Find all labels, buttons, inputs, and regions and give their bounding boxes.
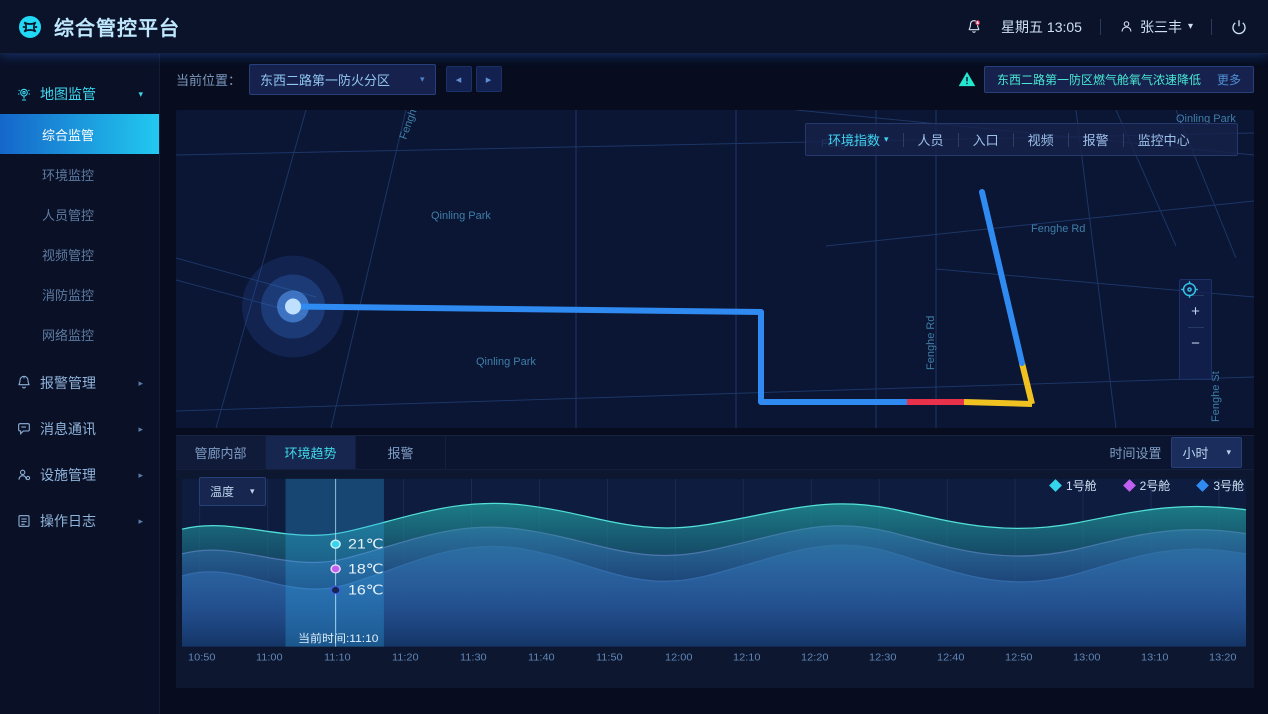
svg-text:11:40: 11:40	[528, 653, 555, 663]
svg-text:Fenghe Rd: Fenghe Rd	[925, 316, 937, 370]
svg-text:12:50: 12:50	[1005, 653, 1033, 663]
svg-text:Fenghe Rd: Fenghe Rd	[1031, 223, 1085, 235]
svg-text:10:50: 10:50	[188, 653, 216, 663]
svg-text:13:20: 13:20	[1209, 653, 1237, 663]
svg-text:当前时间:11:10: 当前时间:11:10	[298, 632, 378, 645]
svg-text:12:20: 12:20	[801, 653, 829, 663]
svg-text:11:50: 11:50	[596, 653, 623, 663]
svg-text:Qinling Park: Qinling Park	[476, 356, 536, 368]
svg-text:21℃: 21℃	[348, 536, 384, 552]
svg-text:12:00: 12:00	[665, 653, 693, 663]
svg-text:16℃: 16℃	[348, 582, 384, 598]
svg-text:12:10: 12:10	[733, 653, 761, 663]
svg-text:11:00: 11:00	[256, 653, 283, 663]
svg-text:11:30: 11:30	[460, 653, 487, 663]
svg-text:13:10: 13:10	[1141, 653, 1169, 663]
svg-text:13:00: 13:00	[1073, 653, 1101, 663]
svg-text:11:20: 11:20	[392, 653, 419, 663]
svg-text:11:10: 11:10	[324, 653, 351, 663]
svg-text:Qinling Park: Qinling Park	[431, 210, 491, 222]
svg-text:12:30: 12:30	[869, 653, 897, 663]
svg-text:18℃: 18℃	[348, 561, 384, 577]
svg-text:12:40: 12:40	[937, 653, 965, 663]
svg-text:1: 1	[977, 20, 979, 24]
